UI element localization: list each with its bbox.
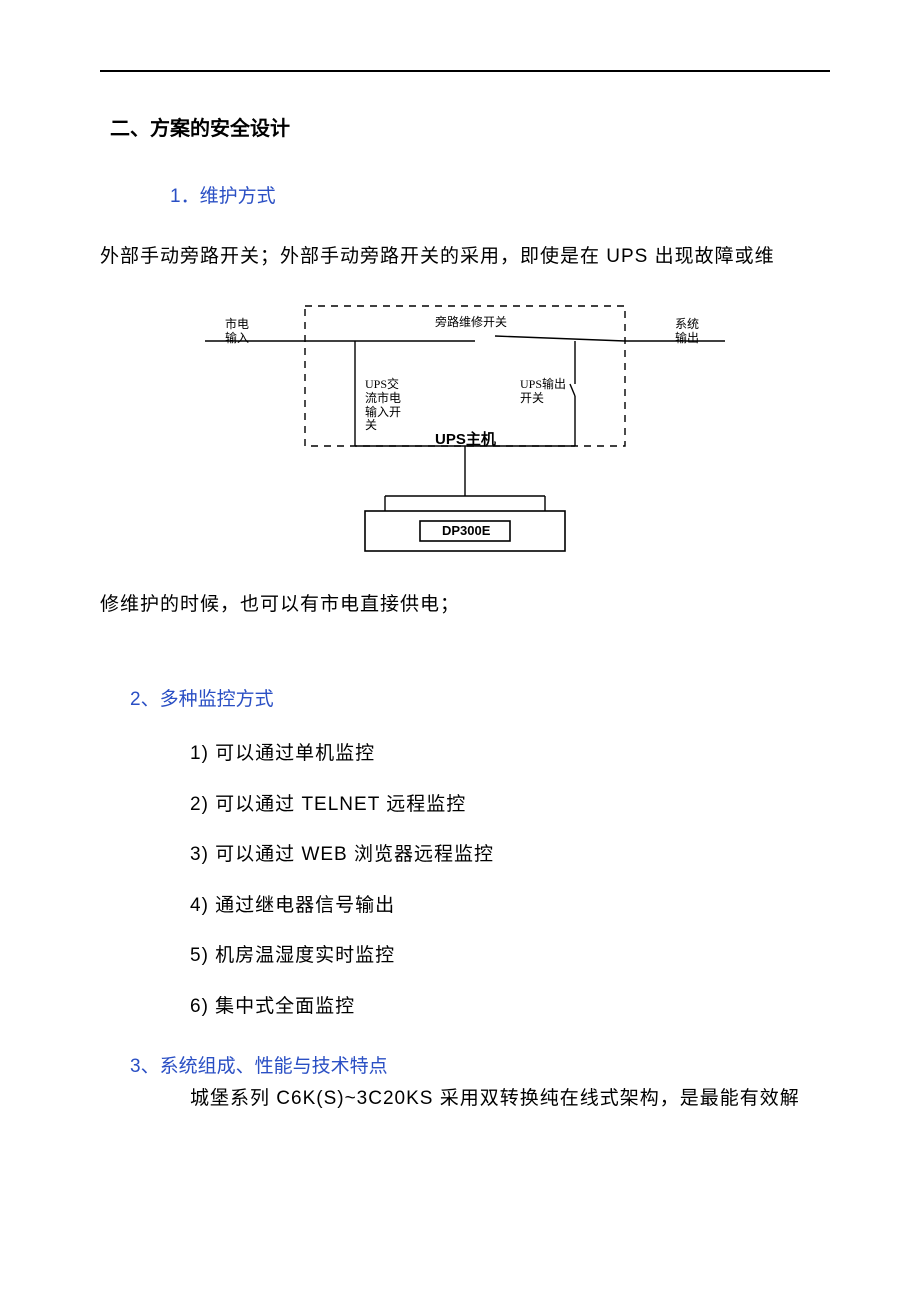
label-ups-ac-input-switch: UPS交 流市电 输入开 关 xyxy=(365,378,401,433)
label-ups-output-switch: UPS输出 开关 xyxy=(520,378,566,406)
top-horizontal-rule xyxy=(100,70,830,72)
monitoring-list: 1) 可以通过单机监控 2) 可以通过 TELNET 远程监控 3) 可以通过 … xyxy=(190,741,830,1021)
heading-main: 二、方案的安全设计 xyxy=(110,112,830,141)
section1-para-after: 修维护的时候，也可以有市电直接供电； xyxy=(100,586,830,624)
label-dp300e: DP300E xyxy=(442,524,490,539)
list-item: 4) 通过继电器信号输出 xyxy=(190,893,830,920)
list-item: 2) 可以通过 TELNET 远程监控 xyxy=(190,792,830,819)
spacer xyxy=(100,624,830,684)
list-item: 6) 集中式全面监控 xyxy=(190,994,830,1021)
label-system-output: 系统 输出 xyxy=(675,318,699,346)
list-item: 5) 机房温湿度实时监控 xyxy=(190,943,830,970)
list-item: 1) 可以通过单机监控 xyxy=(190,741,830,768)
section1-title: 1．维护方式 xyxy=(170,181,830,208)
label-mains-input: 市电 输入 xyxy=(225,318,249,346)
label-ups-host: UPS主机 xyxy=(435,431,496,448)
section3-title: 3、系统组成、性能与技术特点 xyxy=(130,1051,830,1078)
ups-bypass-diagram: 市电 输入 系统 输出 旁路维修开关 UPS交 流市电 输入开 关 UPS输出 … xyxy=(185,296,745,576)
document-page: 二、方案的安全设计 1．维护方式 外部手动旁路开关；外部手动旁路开关的采用，即使… xyxy=(0,0,920,1302)
label-bypass-switch: 旁路维修开关 xyxy=(435,316,507,330)
list-item: 3) 可以通过 WEB 浏览器远程监控 xyxy=(190,842,830,869)
section3-para: 城堡系列 C6K(S)~3C20KS 采用双转换纯在线式架构，是最能有效解 xyxy=(190,1084,830,1114)
section2-title: 2、多种监控方式 xyxy=(130,684,830,711)
diagram-container: 市电 输入 系统 输出 旁路维修开关 UPS交 流市电 输入开 关 UPS输出 … xyxy=(100,296,830,576)
section1-para-before: 外部手动旁路开关；外部手动旁路开关的采用，即使是在 UPS 出现故障或维 xyxy=(100,238,830,276)
